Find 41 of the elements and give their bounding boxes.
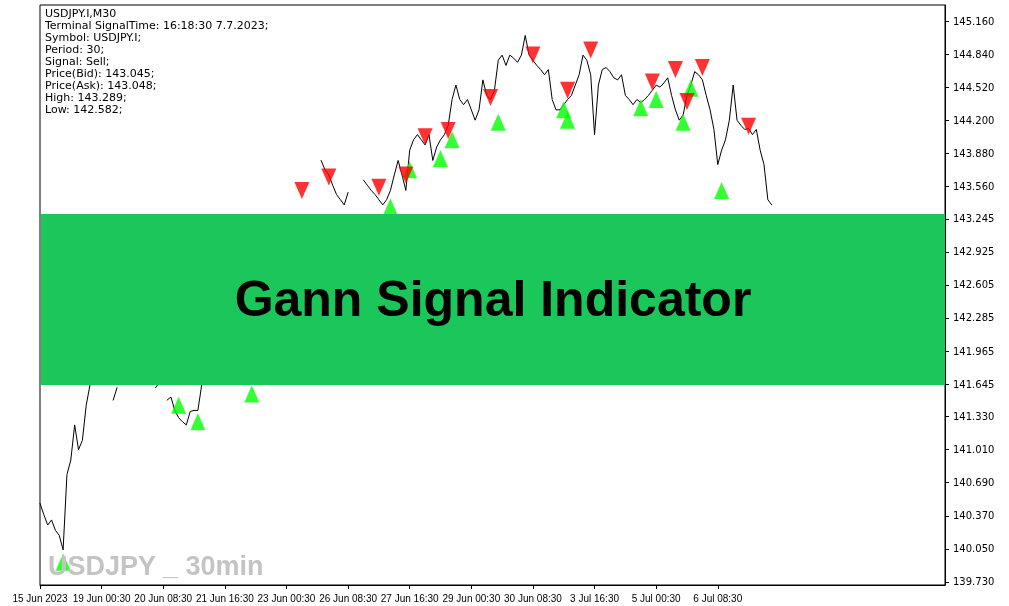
y-tick-label: 144.520 [953, 81, 995, 93]
annotation: Low: 142.582; [45, 103, 124, 116]
annotation: High: 143.289; [45, 91, 128, 104]
y-tick-label: 143.560 [953, 180, 995, 192]
x-tick-label: 3 Jul 16:30 [570, 592, 620, 604]
x-tick-label: 27 Jun 16:30 [380, 592, 440, 604]
x-tick-label: 29 Jun 00:30 [442, 592, 501, 604]
y-tick-label: 140.690 [953, 477, 995, 489]
y-tick-label: 144.840 [953, 48, 995, 60]
y-tick-label: 141.010 [953, 444, 995, 456]
annotation: Symbol: USDJPY.I; [45, 31, 143, 44]
y-tick-label: 141.330 [953, 411, 995, 423]
y-tick-label: 139.730 [953, 576, 995, 588]
x-tick-label: 20 Jun 08:30 [134, 592, 193, 604]
y-tick-label: 141.645 [953, 378, 995, 390]
y-tick-label: 140.050 [953, 543, 995, 555]
annotation: USDJPY.I,M30 [45, 7, 118, 20]
x-tick-label: 23 Jun 00:30 [257, 592, 316, 604]
y-tick-label: 143.880 [953, 147, 995, 159]
x-tick-label: 21 Jun 16:30 [195, 592, 255, 604]
annotation: Signal: Sell; [45, 55, 111, 68]
y-tick-label: 144.200 [953, 114, 995, 126]
y-tick-label: 141.965 [953, 345, 995, 357]
y-tick-label: 140.370 [953, 510, 995, 522]
x-tick-label: 15 Jun 2023 [12, 592, 68, 604]
y-tick-label: 145.160 [953, 15, 995, 27]
y-tick-label: 143.245 [953, 213, 995, 225]
annotation: Terminal SignalTime: 16:18:30 7.7.2023; [45, 19, 269, 32]
annotation: Price(Ask): 143.048; [45, 79, 158, 92]
annotation: Price(Bid): 143.045; [45, 67, 156, 80]
annotation: Period: 30; [45, 43, 106, 56]
x-tick-label: 26 Jun 08:30 [319, 592, 378, 604]
y-tick-label: 142.285 [953, 312, 995, 324]
x-tick-label: 19 Jun 00:30 [72, 592, 131, 604]
y-tick-label: 142.605 [953, 279, 995, 291]
x-tick-label: 30 Jun 08:30 [504, 592, 563, 604]
x-tick-label: 5 Jul 00:30 [631, 592, 682, 604]
annotation: USDJPY _ 30min [48, 551, 264, 582]
x-tick-label: 6 Jul 08:30 [693, 592, 743, 604]
banner: Gann Signal Indicator [41, 213, 945, 385]
y-tick-label: 142.925 [953, 246, 995, 258]
